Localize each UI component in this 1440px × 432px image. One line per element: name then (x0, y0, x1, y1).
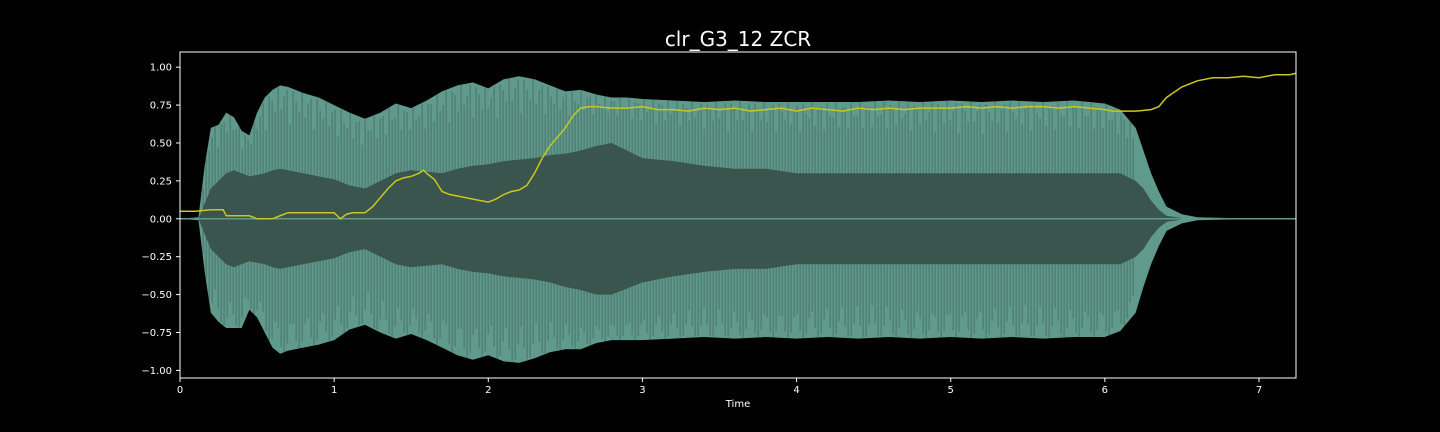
y-tick-label: −0.75 (141, 328, 172, 339)
y-tick-label: −1.00 (141, 366, 172, 377)
chart-title: clr_G3_12 ZCR (665, 27, 811, 51)
x-tick-label: 0 (177, 385, 183, 396)
y-axis: 1.00 0.75 0.50 0.25 0.00 −0.25 −0.50 −0.75 −1.00 (141, 63, 180, 377)
axes-frame (179, 51, 1297, 379)
x-tick-label: 7 (1256, 385, 1262, 396)
y-tick-label: 0.50 (150, 138, 172, 149)
waveform-texture (202, 78, 1134, 362)
x-tick-label: 1 (331, 385, 337, 396)
y-tick-label: −0.25 (141, 252, 172, 263)
x-tick-label: 2 (485, 385, 491, 396)
y-tick-label: −0.50 (141, 290, 172, 301)
x-tick-label: 3 (639, 385, 645, 396)
plot-area (180, 72, 1297, 363)
y-tick-label: 0.00 (150, 214, 172, 225)
x-axis: 0 1 2 3 4 5 6 7 (177, 378, 1262, 396)
zcr-line (180, 72, 1297, 220)
y-tick-label: 0.75 (150, 101, 172, 112)
x-tick-label: 5 (948, 385, 954, 396)
x-tick-label: 6 (1102, 385, 1108, 396)
y-tick-label: 0.25 (150, 176, 172, 187)
y-tick-label: 1.00 (150, 63, 172, 74)
x-tick-label: 4 (793, 385, 799, 396)
x-axis-label: Time (725, 399, 750, 410)
